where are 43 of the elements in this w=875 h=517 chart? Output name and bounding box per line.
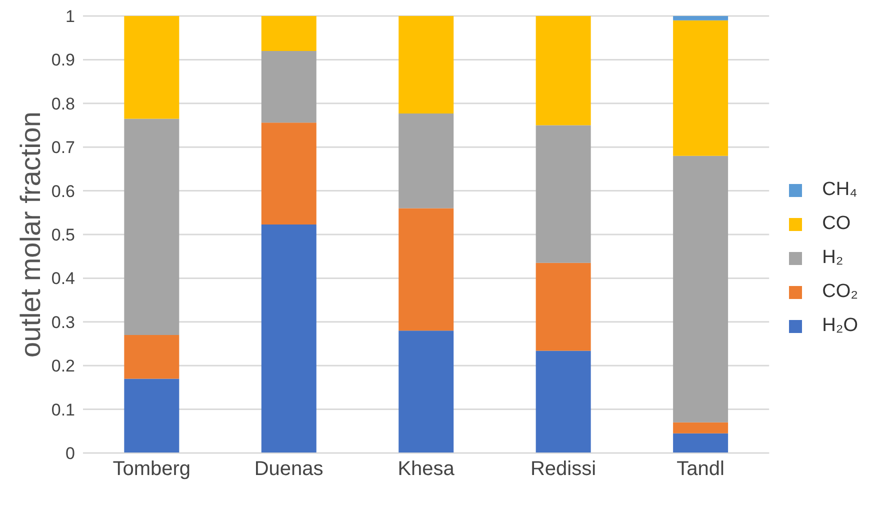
bar xyxy=(398,330,454,453)
bar xyxy=(261,122,316,224)
bar xyxy=(673,422,728,434)
bar xyxy=(536,125,591,263)
bar xyxy=(398,113,454,208)
bar xyxy=(536,350,591,453)
bar xyxy=(398,208,454,331)
x-tick-label: Redissi xyxy=(530,458,596,480)
legend-label: H₂O xyxy=(822,315,858,337)
y-tick-label: 1 xyxy=(66,7,75,26)
bar xyxy=(261,224,316,453)
x-tick-label: Tandl xyxy=(676,458,724,480)
bar xyxy=(124,16,180,119)
bar xyxy=(124,118,180,336)
y-tick-label: 0.8 xyxy=(51,94,75,114)
y-tick-label: 0 xyxy=(66,444,75,464)
y-tick-label: 0.4 xyxy=(51,269,75,288)
x-tick-label: Duenas xyxy=(254,458,324,480)
bar xyxy=(673,156,728,422)
bar xyxy=(261,16,316,51)
y-tick-label: 0.5 xyxy=(51,226,75,245)
bar xyxy=(673,433,728,453)
legend-label: H₂ xyxy=(822,247,844,269)
bar xyxy=(261,50,316,123)
bar xyxy=(398,16,454,114)
bar xyxy=(124,335,180,379)
y-tick-label: 0.7 xyxy=(51,138,75,158)
y-tick-label: 0.3 xyxy=(51,312,75,332)
y-tick-label: 0.1 xyxy=(51,400,75,420)
bar xyxy=(536,262,591,351)
bar xyxy=(673,20,728,156)
bar xyxy=(536,16,591,126)
bar xyxy=(673,16,728,20)
bar xyxy=(124,378,180,453)
legend-label: CO xyxy=(822,213,851,235)
legend-label: CH₄ xyxy=(822,179,858,201)
x-tick-label: Tomberg xyxy=(112,458,191,480)
x-tick-label: Khesa xyxy=(398,458,456,480)
y-axis-title: outlet molar fraction xyxy=(14,112,46,358)
y-tick-label: 0.9 xyxy=(51,50,75,70)
y-tick-label: 0.2 xyxy=(51,356,75,376)
y-tick-label: 0.6 xyxy=(51,182,75,201)
legend-label: CO₂ xyxy=(822,281,858,303)
